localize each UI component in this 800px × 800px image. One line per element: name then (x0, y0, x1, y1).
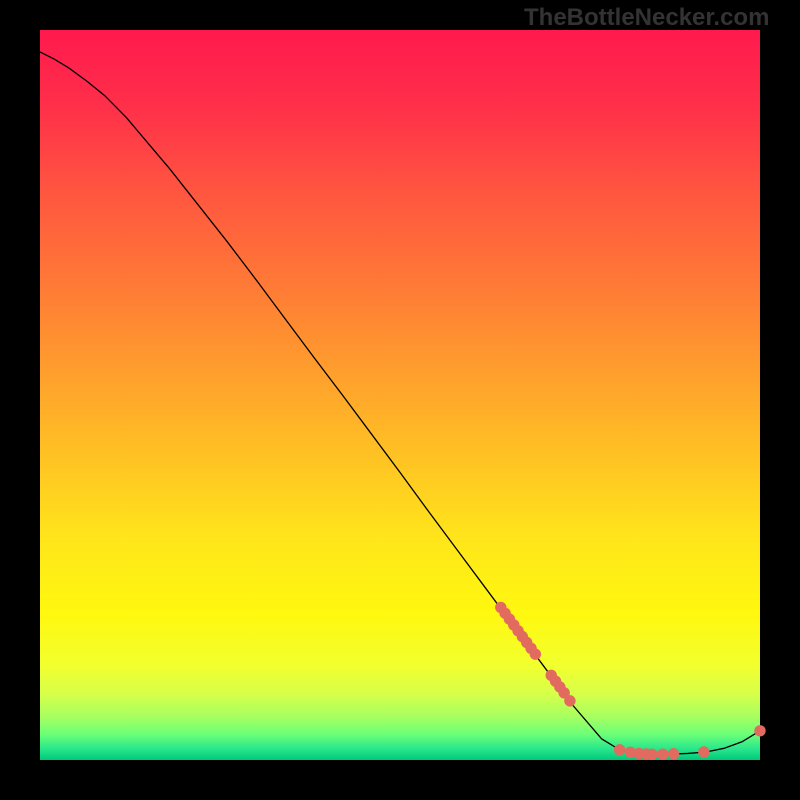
data-marker (657, 748, 668, 759)
data-marker (646, 749, 657, 760)
data-marker (530, 648, 541, 659)
data-marker (564, 695, 575, 706)
data-marker (668, 748, 679, 759)
bottleneck-curve (40, 52, 760, 755)
data-marker (754, 725, 765, 736)
data-marker (614, 744, 625, 755)
chart-curve-layer (0, 0, 800, 800)
data-marker (698, 746, 709, 757)
